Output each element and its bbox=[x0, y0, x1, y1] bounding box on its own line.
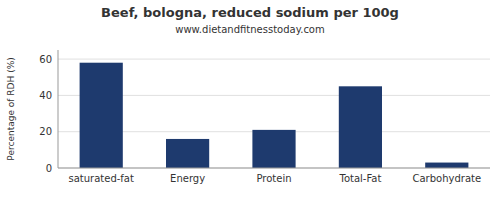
x-axis-line bbox=[58, 168, 490, 169]
bar bbox=[80, 63, 123, 168]
x-tick-label: Protein bbox=[256, 173, 291, 184]
title: Beef, bologna, reduced sodium per 100g bbox=[101, 5, 399, 20]
grid-line bbox=[58, 168, 490, 169]
grid-line bbox=[58, 59, 490, 60]
y-axis-label: Percentage of RDH (%) bbox=[6, 57, 16, 160]
bar bbox=[252, 130, 295, 168]
bar bbox=[339, 86, 382, 168]
x-tick-label: Total-Fat bbox=[338, 173, 381, 184]
x-tick-label: Energy bbox=[170, 173, 205, 184]
y-tick-label: 60 bbox=[39, 54, 52, 65]
grid bbox=[58, 59, 490, 168]
bars bbox=[80, 63, 469, 168]
subtitle: www.dietandfitnesstoday.com bbox=[175, 24, 324, 35]
x-tick-label: saturated-fat bbox=[68, 173, 134, 184]
x-tick-label: Carbohydrate bbox=[412, 173, 481, 184]
bar bbox=[425, 163, 468, 168]
y-axis-line bbox=[58, 50, 59, 168]
y-tick-label: 40 bbox=[39, 90, 52, 101]
y-tick-label: 0 bbox=[46, 163, 52, 174]
chart: Beef, bologna, reduced sodium per 100g ww… bbox=[0, 0, 500, 200]
y-tick-label: 20 bbox=[39, 126, 52, 137]
bar bbox=[166, 139, 209, 168]
